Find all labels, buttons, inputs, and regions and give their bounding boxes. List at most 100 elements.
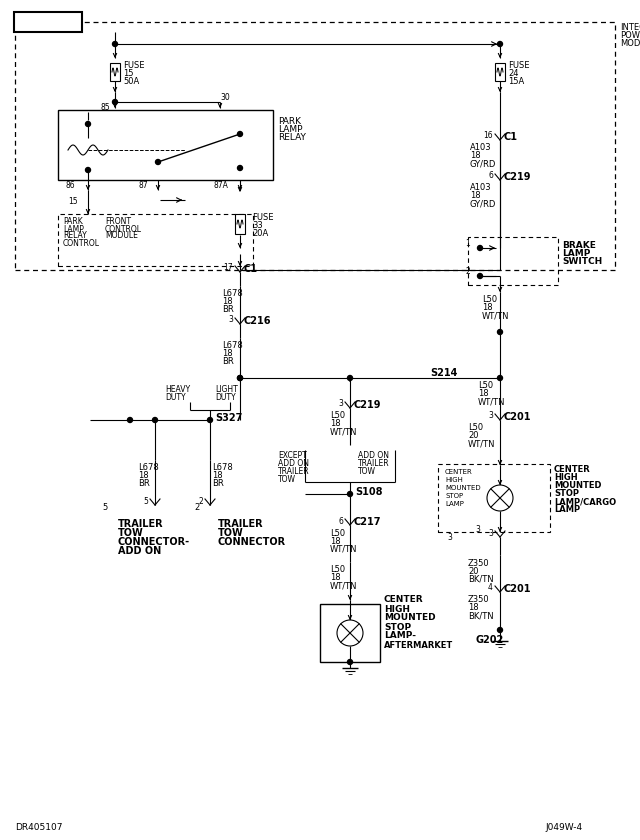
- Text: MOUNTED: MOUNTED: [554, 481, 602, 491]
- Text: CENTER: CENTER: [554, 465, 591, 475]
- Text: C217: C217: [353, 517, 381, 527]
- Text: LAMP: LAMP: [278, 125, 303, 134]
- Text: EXCEPT: EXCEPT: [278, 450, 307, 459]
- Text: ADD ON: ADD ON: [278, 459, 309, 468]
- Text: L50: L50: [468, 423, 483, 433]
- Text: INTEGRATED: INTEGRATED: [620, 24, 640, 33]
- Text: 18: 18: [330, 574, 340, 582]
- Text: 1: 1: [465, 239, 470, 249]
- Circle shape: [497, 41, 502, 46]
- Text: LIGHT: LIGHT: [215, 386, 237, 395]
- Text: WT/TN: WT/TN: [330, 544, 358, 554]
- Circle shape: [348, 491, 353, 496]
- Circle shape: [497, 329, 502, 334]
- Text: J049W-4: J049W-4: [545, 823, 582, 832]
- Circle shape: [156, 160, 161, 165]
- Text: 16: 16: [483, 132, 493, 140]
- Text: 87A: 87A: [213, 181, 228, 190]
- Text: WT/TN: WT/TN: [468, 439, 495, 449]
- Text: STOP: STOP: [384, 622, 411, 632]
- Text: FUSE: FUSE: [508, 61, 529, 71]
- Text: BK/TN: BK/TN: [468, 612, 493, 621]
- Text: STOP: STOP: [445, 493, 463, 499]
- Text: WT/TN: WT/TN: [482, 312, 509, 321]
- Text: Z350: Z350: [468, 559, 490, 568]
- Bar: [15, 22, 615, 270]
- Circle shape: [113, 99, 118, 104]
- Text: LAMP/CARGO: LAMP/CARGO: [554, 497, 616, 507]
- Text: RELAY: RELAY: [63, 232, 87, 240]
- Text: DUTY: DUTY: [215, 392, 236, 402]
- Text: BK/TN: BK/TN: [468, 575, 493, 584]
- Text: 20A: 20A: [252, 228, 268, 238]
- Text: HEAVY: HEAVY: [165, 386, 190, 395]
- Text: CONTROL: CONTROL: [63, 239, 100, 248]
- Text: 2: 2: [195, 503, 200, 512]
- Text: BR: BR: [222, 306, 234, 314]
- Text: S214: S214: [430, 368, 458, 378]
- Text: 24: 24: [508, 70, 518, 78]
- Text: 86: 86: [65, 181, 75, 190]
- Text: TOW: TOW: [278, 475, 296, 484]
- Text: 3: 3: [488, 528, 493, 538]
- Text: C216: C216: [243, 316, 271, 326]
- Bar: [468, 237, 558, 285]
- Circle shape: [497, 627, 502, 633]
- Text: Z350: Z350: [468, 596, 490, 605]
- Text: C219: C219: [353, 400, 381, 410]
- Text: TRAILER: TRAILER: [358, 459, 390, 468]
- Text: A103: A103: [470, 183, 492, 192]
- Circle shape: [348, 659, 353, 664]
- Text: 18: 18: [222, 349, 232, 359]
- Text: C219: C219: [503, 172, 531, 182]
- Text: MODULE: MODULE: [620, 39, 640, 49]
- Text: 18: 18: [138, 471, 148, 480]
- Text: TOW: TOW: [218, 528, 244, 538]
- Text: 85: 85: [100, 103, 110, 113]
- Text: HIGH: HIGH: [554, 474, 578, 482]
- Circle shape: [237, 375, 243, 381]
- Text: FUSE: FUSE: [123, 61, 145, 71]
- Circle shape: [487, 485, 513, 511]
- Text: C201: C201: [503, 412, 531, 422]
- Circle shape: [237, 132, 243, 136]
- Text: L50: L50: [478, 381, 493, 391]
- Bar: [438, 464, 550, 532]
- Text: C1: C1: [243, 264, 257, 274]
- Text: LAMP: LAMP: [554, 506, 580, 514]
- Text: WT/TN: WT/TN: [478, 397, 506, 407]
- Text: 50A: 50A: [123, 77, 140, 87]
- Text: DUTY: DUTY: [165, 392, 186, 402]
- Text: 33: 33: [252, 220, 263, 229]
- Bar: [14, 12, 82, 32]
- Text: BRAKE: BRAKE: [562, 240, 596, 249]
- Text: 5: 5: [103, 503, 108, 512]
- Text: ADD ON: ADD ON: [358, 450, 389, 459]
- Text: 2: 2: [465, 267, 470, 276]
- Text: C1: C1: [503, 132, 517, 142]
- Text: BR: BR: [222, 358, 234, 366]
- Text: HIGH: HIGH: [445, 477, 463, 483]
- Text: 18: 18: [470, 151, 481, 160]
- Circle shape: [477, 274, 483, 279]
- Text: BATT A0: BATT A0: [22, 17, 74, 27]
- Text: FRONT: FRONT: [105, 218, 131, 227]
- Text: 18: 18: [330, 419, 340, 428]
- Text: STOP: STOP: [554, 490, 579, 498]
- Bar: [235, 214, 245, 234]
- Circle shape: [127, 417, 132, 423]
- Text: L678: L678: [222, 290, 243, 298]
- Text: TRAILER: TRAILER: [118, 519, 164, 529]
- Circle shape: [237, 165, 243, 171]
- Text: TRAILER: TRAILER: [218, 519, 264, 529]
- Text: L678: L678: [212, 464, 233, 472]
- Text: L50: L50: [482, 296, 497, 304]
- Text: CENTER: CENTER: [445, 469, 473, 475]
- Text: 18: 18: [478, 390, 488, 398]
- Circle shape: [86, 167, 90, 172]
- Circle shape: [152, 417, 157, 423]
- Text: 18: 18: [330, 537, 340, 545]
- Text: G202: G202: [475, 635, 503, 645]
- Text: LAMP: LAMP: [562, 249, 590, 258]
- Text: SWITCH: SWITCH: [562, 256, 602, 265]
